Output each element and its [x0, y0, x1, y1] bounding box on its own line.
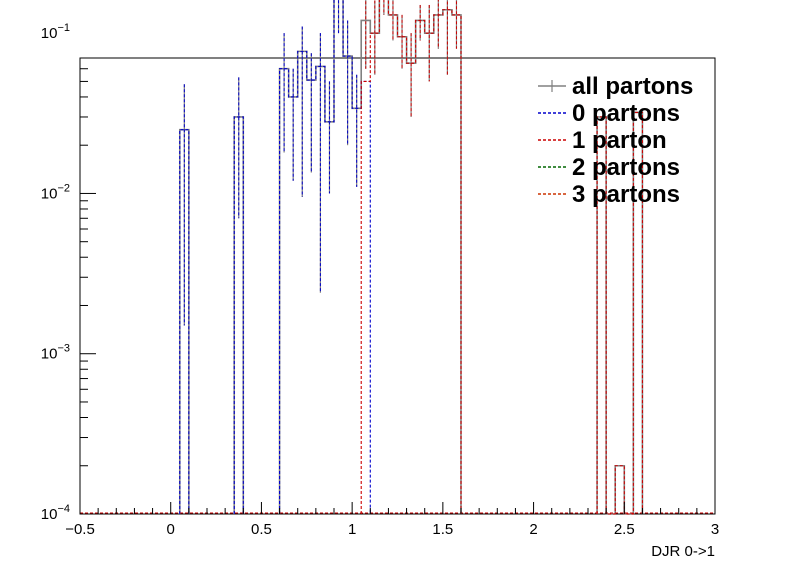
y-tick-label: 10−3 [41, 343, 70, 363]
plot-frame [79, 57, 716, 515]
x-tick-label: 0.5 [251, 521, 272, 538]
y-tick-exponent: −2 [57, 182, 70, 194]
x-tick-label: 1 [348, 521, 356, 538]
y-tick-label: 10−4 [41, 503, 70, 523]
y-tick-exponent: −4 [57, 503, 70, 515]
x-tick-label: 3 [711, 521, 719, 538]
x-axis-title: DJR 0->1 [651, 543, 715, 560]
legend-label-2: 1 parton [572, 127, 667, 154]
legend-label-3: 2 partons [572, 154, 680, 181]
legend-label-0: all partons [572, 73, 693, 100]
legend-label-4: 3 partons [572, 181, 680, 208]
y-tick-label: 10−2 [41, 182, 70, 202]
y-tick-label: 10−1 [41, 22, 70, 42]
series-2-histogram [360, 0, 643, 515]
x-tick-label: 0 [167, 521, 175, 538]
y-tick-exponent: −3 [57, 343, 70, 355]
x-tick-label: −0.5 [65, 521, 95, 538]
series-1-histogram [179, 0, 371, 514]
x-tick-label: 1.5 [432, 521, 453, 538]
y-tick-exponent: −1 [57, 22, 70, 34]
x-tick-label: 2 [529, 521, 537, 538]
legend-label-1: 0 partons [572, 100, 680, 127]
x-tick-label: 2.5 [614, 521, 635, 538]
